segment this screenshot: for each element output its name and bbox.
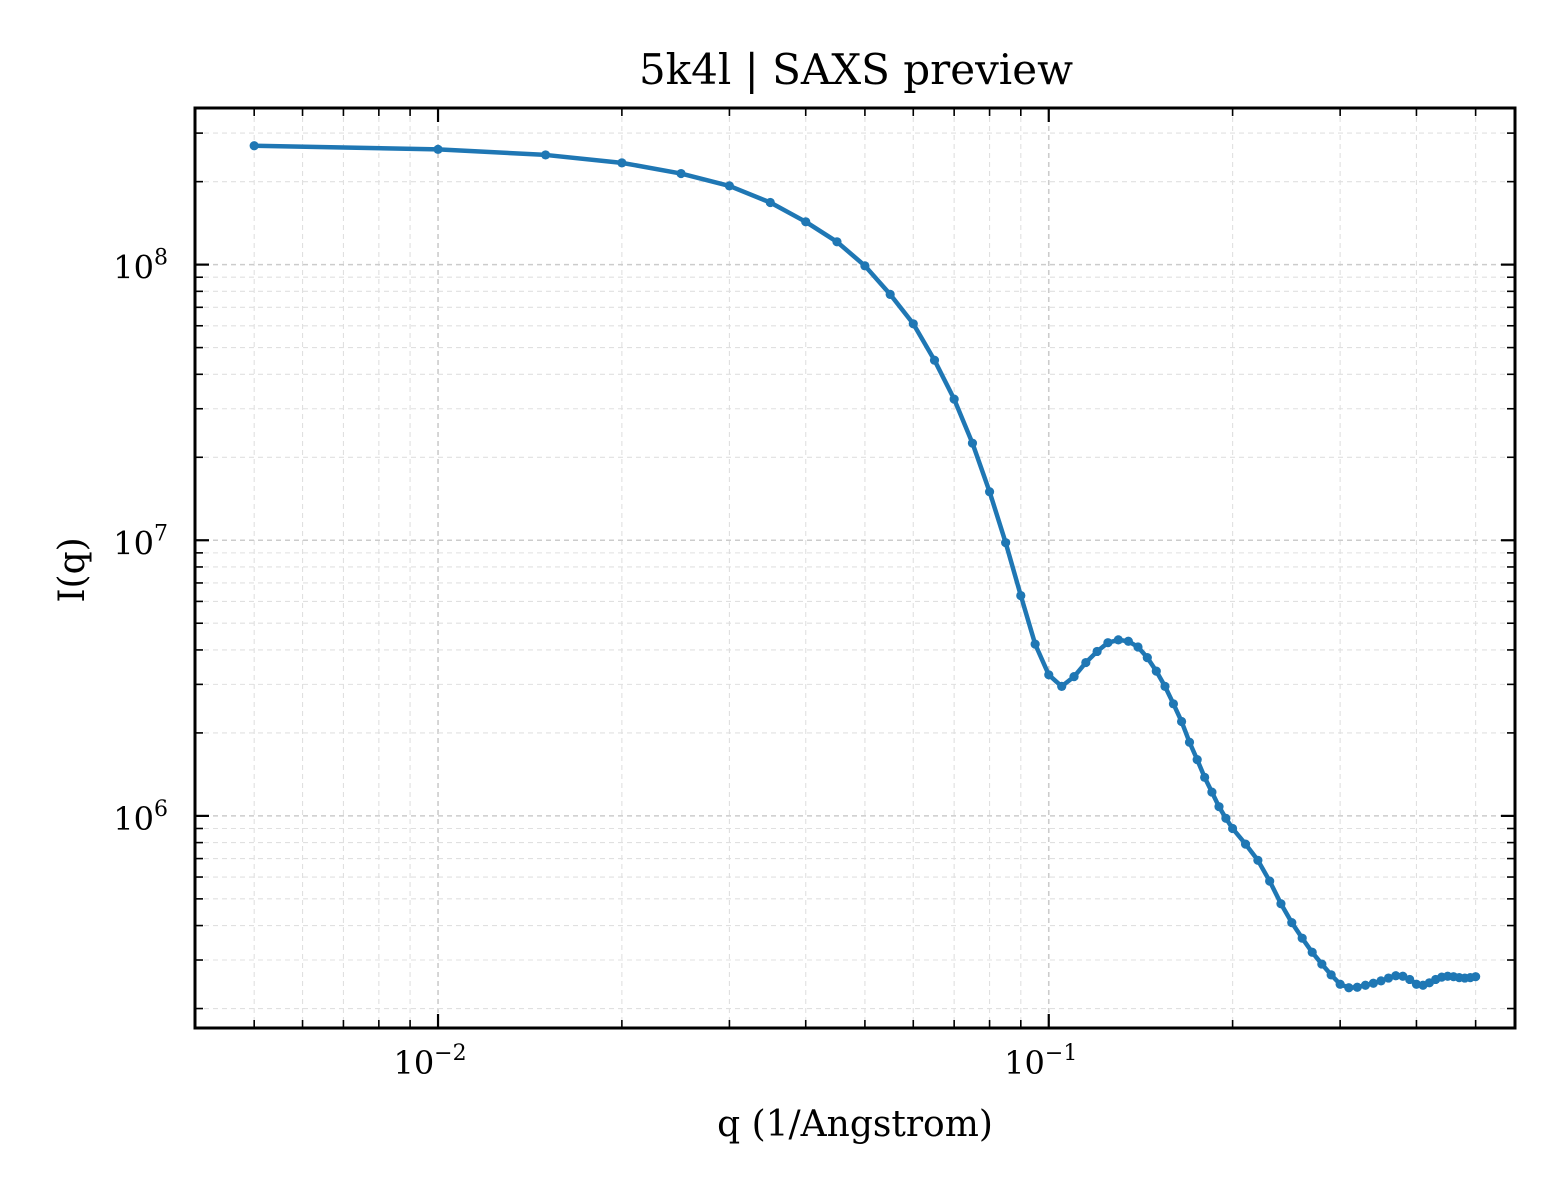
data-point	[1044, 670, 1054, 680]
data-point	[860, 261, 870, 271]
data-point	[1133, 642, 1143, 652]
data-point	[1221, 813, 1231, 823]
data-point	[1192, 755, 1202, 765]
data-point	[832, 237, 842, 247]
data-point	[1184, 737, 1195, 747]
data-point	[1001, 538, 1011, 548]
data-point	[1265, 876, 1275, 886]
data-point	[1317, 959, 1327, 969]
data-point	[765, 197, 775, 208]
data-point	[1326, 970, 1336, 980]
data-point	[1200, 772, 1210, 782]
data-point	[1030, 639, 1040, 649]
labels-layer: 5k4l | SAXS preview q (1/Angstrom) I(q)	[52, 45, 1073, 1145]
x-tick-label: 10−1	[1004, 1041, 1077, 1082]
data-point	[676, 168, 686, 179]
data-point	[1276, 899, 1286, 909]
data-point	[1383, 973, 1394, 983]
data-point	[1405, 974, 1415, 985]
x-tick-label: 10−2	[393, 1041, 466, 1082]
data-point	[1287, 918, 1297, 928]
data-point	[249, 141, 259, 151]
data-point	[1376, 976, 1386, 986]
data-point	[1253, 855, 1263, 865]
data-point	[1160, 681, 1170, 691]
y-tick-label: 108	[113, 246, 168, 287]
data-point	[885, 289, 895, 299]
data-point	[540, 150, 551, 160]
data-point	[1307, 947, 1317, 957]
data-point	[1168, 699, 1179, 709]
data-point	[1335, 979, 1345, 989]
data-point	[1207, 787, 1217, 797]
x-axis-label: q (1/Angstrom)	[717, 1104, 993, 1145]
data-point	[1113, 635, 1123, 645]
data-point	[1016, 590, 1026, 601]
data-point	[967, 438, 978, 448]
data-point	[1214, 802, 1224, 812]
y-axis-label: I(q)	[52, 537, 93, 602]
y-tick-label: 107	[113, 521, 168, 562]
ticks-layer: 10−2 10−1 106 107 108	[113, 108, 1515, 1082]
data-point	[1092, 646, 1102, 657]
data-point	[1368, 978, 1378, 988]
series-layer	[249, 141, 1481, 993]
data-point	[1344, 983, 1354, 993]
data-point	[1081, 657, 1091, 668]
data-point	[1123, 636, 1133, 646]
data-point	[1360, 980, 1371, 990]
data-point	[1142, 653, 1152, 663]
data-point	[724, 181, 735, 191]
data-point	[433, 144, 443, 154]
data-point	[1471, 972, 1481, 982]
data-point	[908, 319, 918, 329]
data-point	[1352, 982, 1362, 992]
data-point	[1240, 839, 1251, 849]
plot-frame	[193, 106, 1517, 1030]
data-point	[1398, 971, 1408, 981]
data-point	[949, 394, 959, 404]
data-point	[1297, 933, 1307, 943]
data-point	[1391, 971, 1401, 981]
data-point	[984, 487, 995, 497]
data-point	[929, 355, 940, 365]
data-point	[1151, 666, 1161, 676]
y-tick-label: 106	[113, 797, 168, 838]
data-point	[1069, 672, 1079, 682]
data-point	[1228, 823, 1238, 834]
chart-title: 5k4l | SAXS preview	[639, 45, 1073, 94]
data-point	[617, 158, 627, 168]
data-point	[1057, 681, 1067, 691]
data-point	[1103, 638, 1113, 648]
data-point	[1176, 716, 1187, 727]
data-point	[801, 217, 811, 227]
